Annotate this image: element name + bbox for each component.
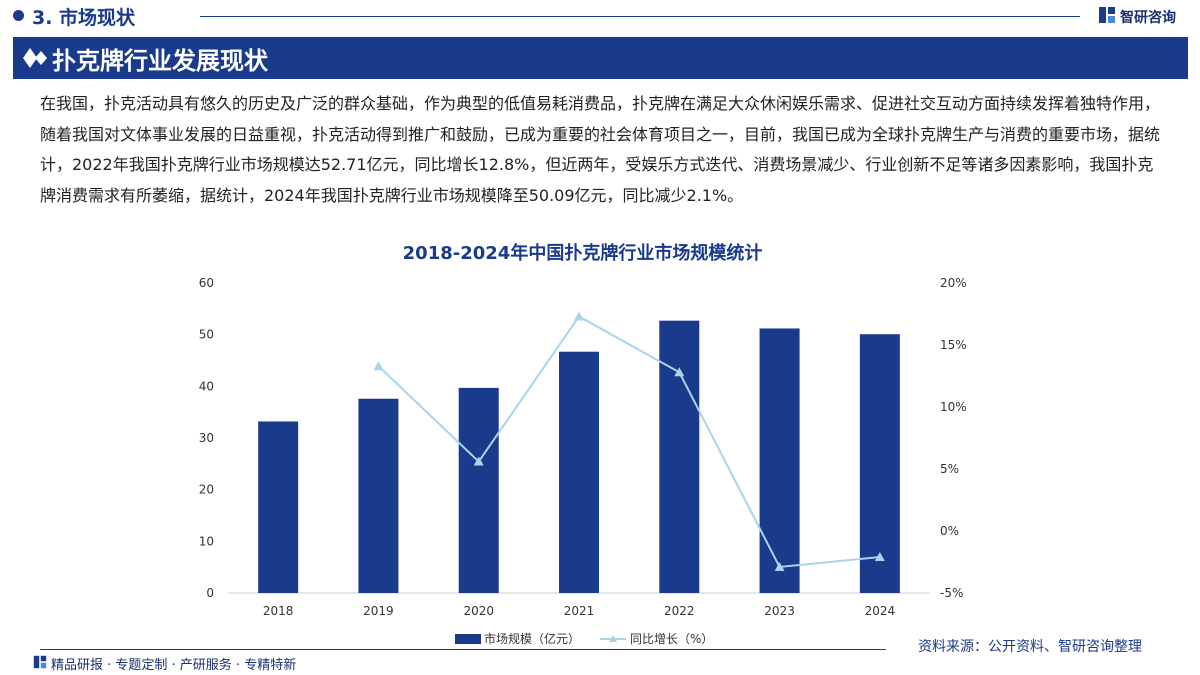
body-paragraph: 在我国，扑克活动具有悠久的历史及广泛的群众基础，作为典型的低值易耗消费品，扑克牌…: [40, 94, 1161, 205]
brand-logo: 智研咨询: [1098, 6, 1176, 28]
y-right-tick-label: 10%: [940, 400, 967, 414]
source-note: 资料来源：公开资料、智研咨询整理: [918, 639, 1142, 655]
line-point: [473, 456, 484, 466]
line-point: [674, 367, 685, 377]
footer-tagline-text: 精品研报 · 专题定制 · 产研服务 · 专精特新: [51, 658, 297, 673]
bar: [559, 351, 599, 593]
brand-logo-icon: [1098, 6, 1116, 28]
line-point: [574, 311, 584, 321]
x-tick-label: 2023: [764, 604, 795, 618]
growth-line: [377, 315, 880, 569]
y-right-tick-label: 20%: [940, 276, 967, 290]
section-title: 3. 市场现状: [32, 7, 136, 29]
x-tick-label: 2021: [564, 604, 595, 618]
footer-divider: [40, 649, 886, 650]
x-tick-label: 2022: [664, 604, 695, 618]
y-left-tick-label: 0: [206, 586, 214, 600]
section-bullet: [13, 10, 24, 21]
legend-marker-line: [609, 635, 617, 642]
y-right-tick-label: 0%: [940, 524, 959, 538]
x-tick-label: 2020: [463, 604, 494, 618]
line-point: [874, 552, 885, 562]
bar: [258, 421, 299, 593]
legend-label-bar: 市场规模（亿元）: [484, 631, 580, 646]
y-right-tick-label: -5%: [940, 586, 963, 600]
x-tick-label: 2018: [263, 604, 294, 618]
y-left-tick-label: 40: [199, 379, 214, 393]
footer-logo-icon: [33, 654, 47, 673]
line-point: [774, 561, 785, 571]
y-left-tick-label: 50: [199, 328, 214, 342]
y-right-tick-label: 5%: [940, 462, 959, 476]
y-left-tick-label: 20: [199, 483, 214, 497]
y-left-tick-label: 30: [199, 431, 214, 445]
bar: [759, 328, 800, 593]
bar: [659, 320, 700, 593]
y-left-tick-label: 10: [199, 534, 214, 548]
header-divider: [200, 16, 1080, 17]
banner-title: 扑克牌行业发展现状: [52, 47, 268, 75]
x-tick-label: 2019: [363, 604, 394, 618]
legend-label-line: 同比增长（%）: [630, 632, 713, 646]
line-point: [373, 361, 384, 371]
bar: [859, 334, 900, 593]
bar: [358, 398, 399, 593]
chart-title: 2018-2024年中国扑克牌行业市场规模统计: [402, 243, 763, 264]
bar: [458, 387, 499, 593]
y-right-tick-label: 15%: [940, 338, 967, 352]
diamond-icon: [22, 46, 48, 74]
y-left-tick-label: 60: [199, 276, 214, 290]
footer-tagline: 精品研报 · 专题定制 · 产研服务 · 专精特新: [33, 654, 296, 673]
brand-name: 智研咨询: [1120, 10, 1176, 26]
title-banner: [13, 37, 1188, 79]
x-tick-label: 2024: [865, 604, 896, 618]
legend-swatch-bar: [455, 634, 481, 644]
